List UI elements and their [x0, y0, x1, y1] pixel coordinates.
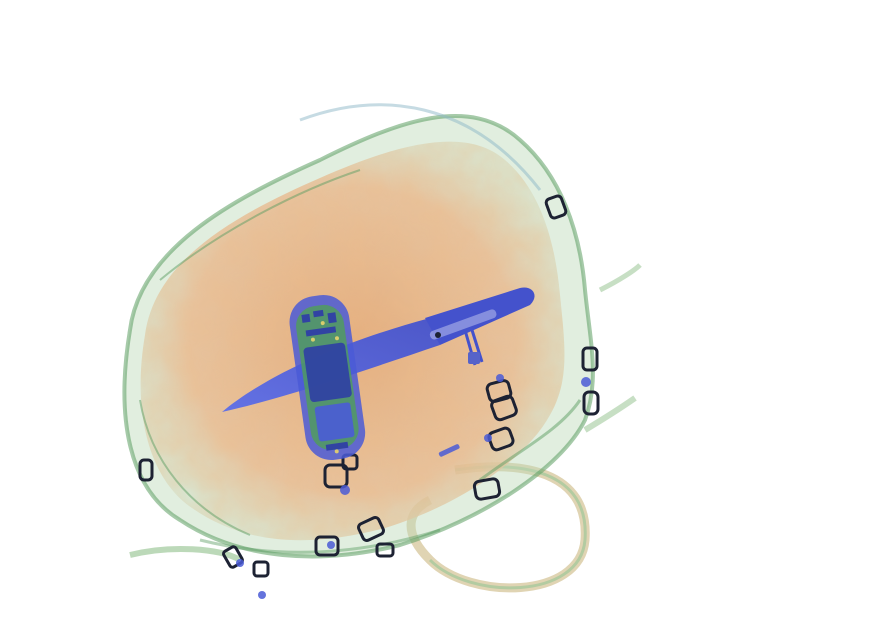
metal-fittings	[138, 194, 600, 578]
bag	[122, 103, 595, 559]
mobile-phone	[289, 294, 366, 460]
metal-dots	[236, 374, 591, 599]
